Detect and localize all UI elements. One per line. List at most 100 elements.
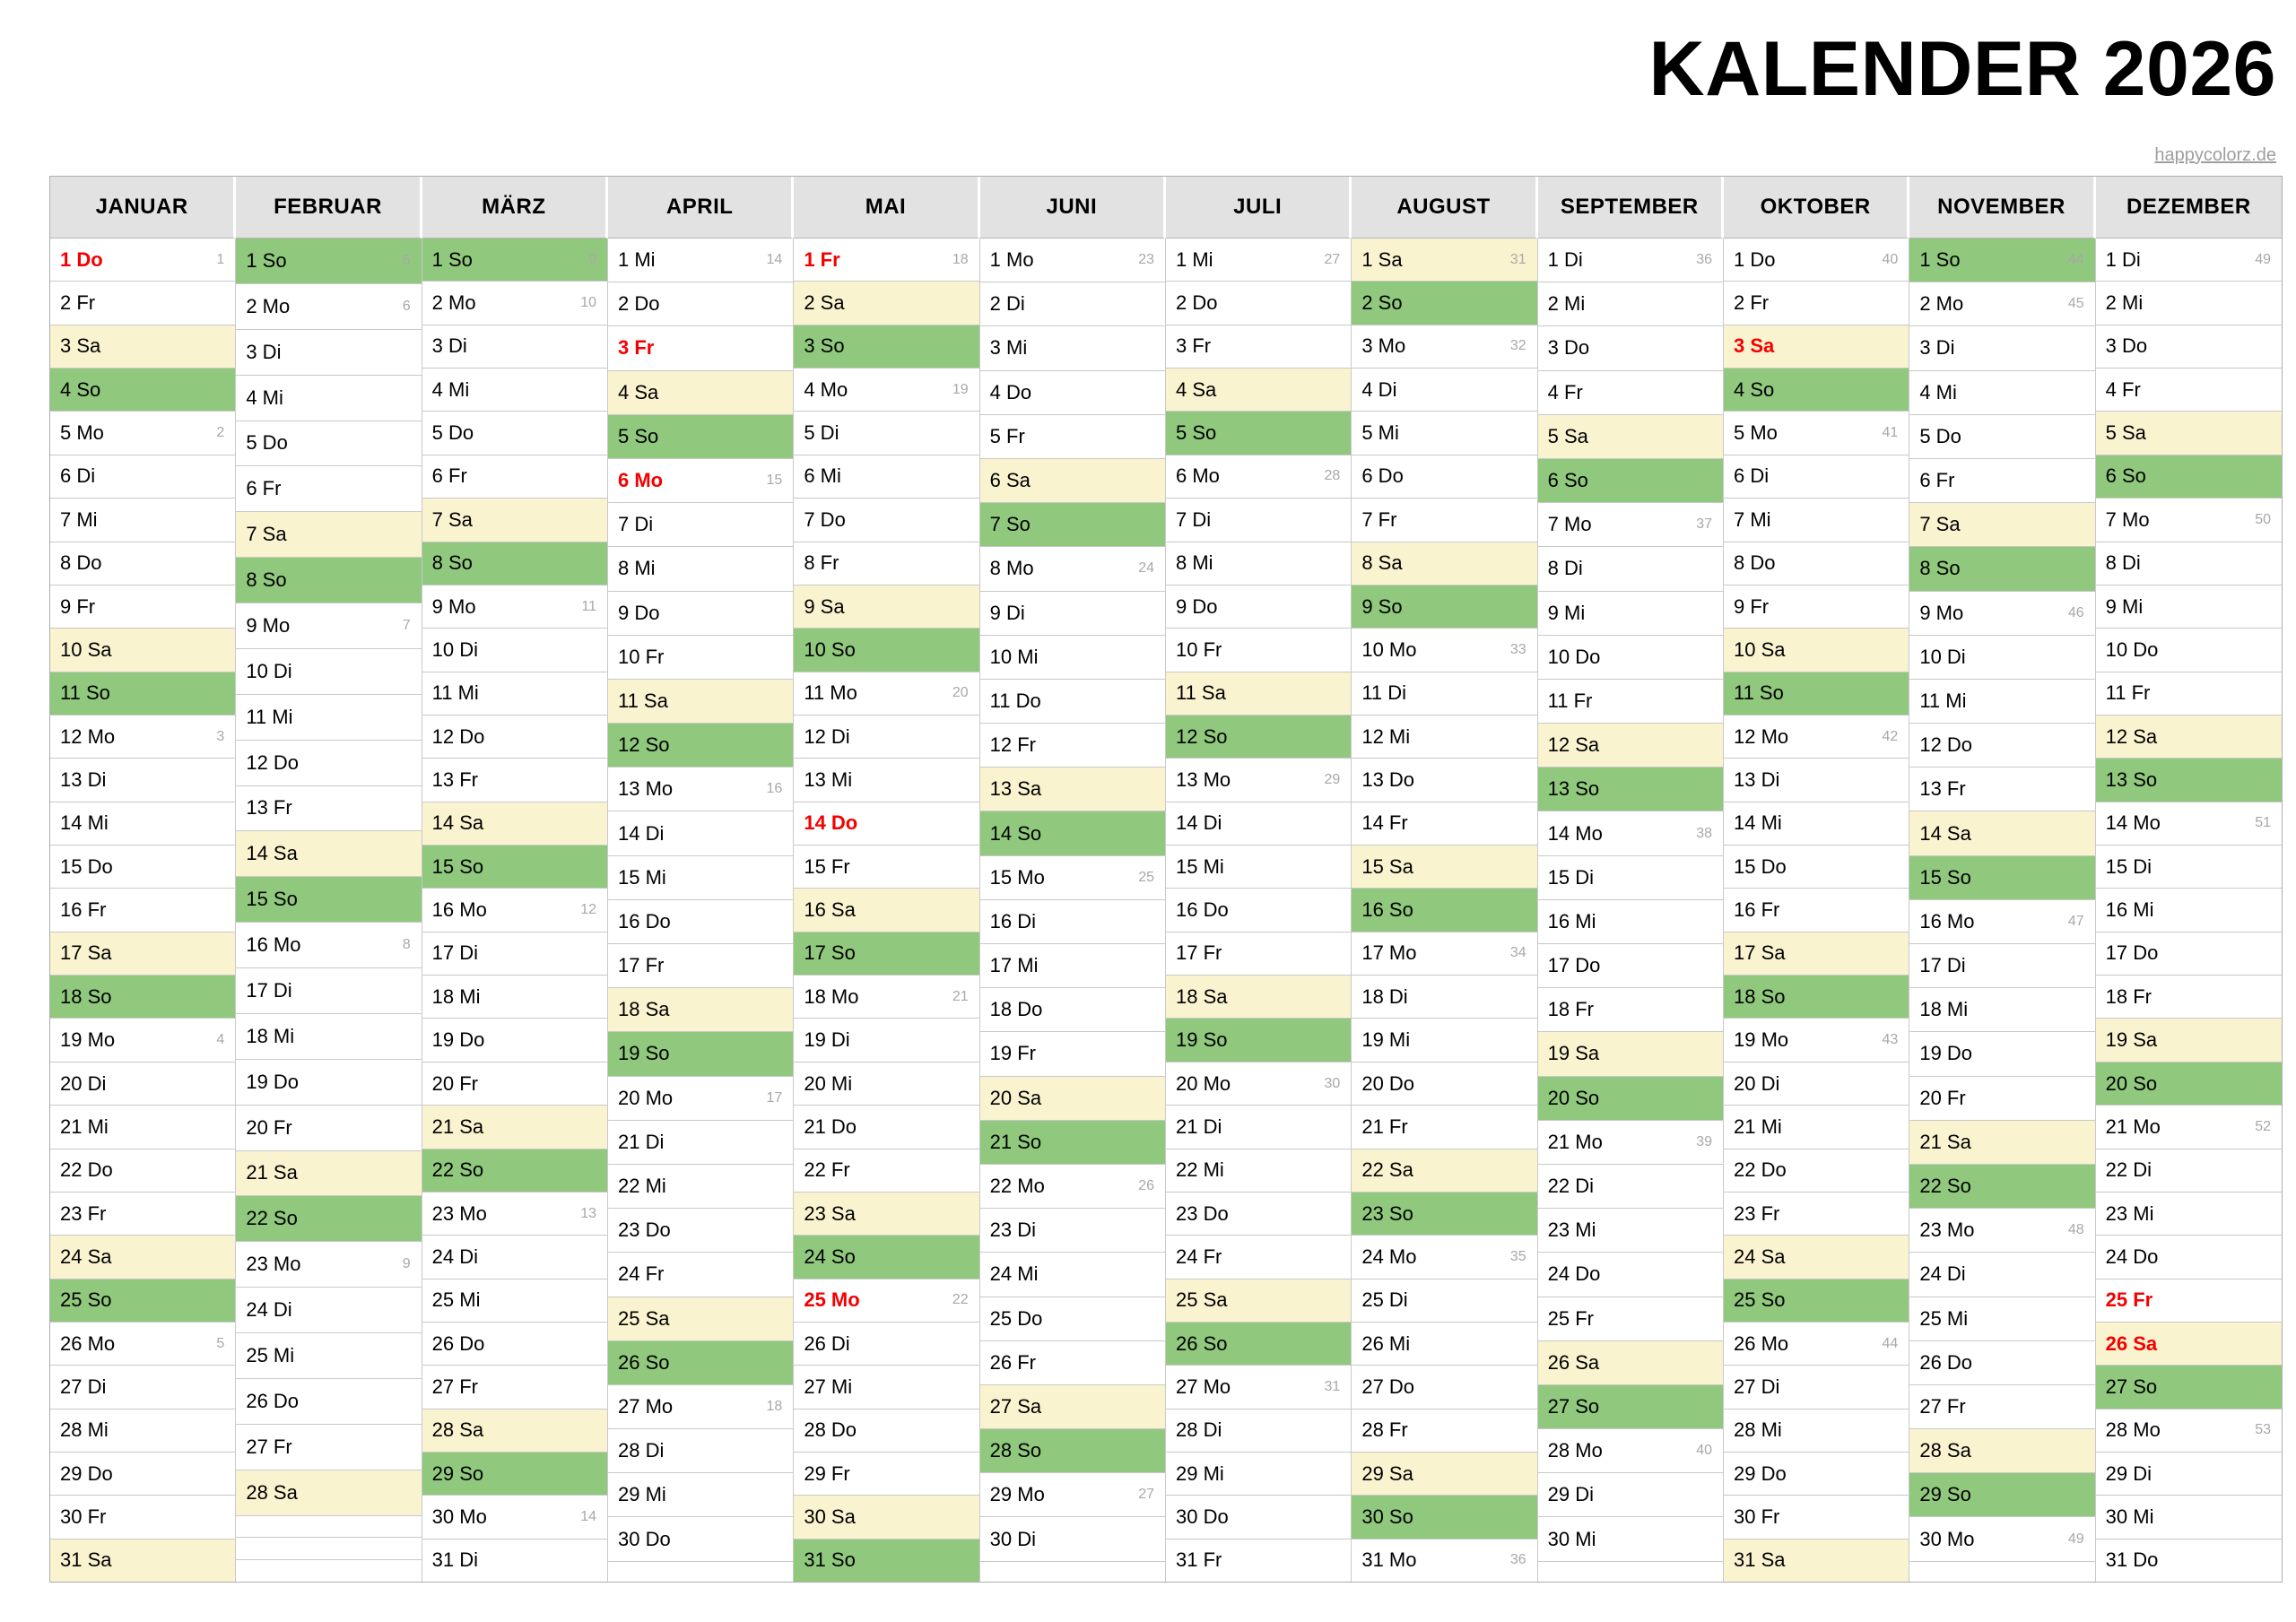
day-cell: 7 Mo 37 [1537, 503, 1724, 548]
day-cell: 1 Do 1 [50, 239, 237, 282]
day-cell: 30 Do [607, 1517, 795, 1562]
day-cell: 8 So [1909, 547, 2096, 592]
day-label: 24 Di [246, 1298, 292, 1322]
week-number: 11 [581, 598, 596, 614]
week-number: 43 [1882, 1032, 1899, 1048]
day-cell: 17 Do [1537, 944, 1724, 989]
day-label: 21 So [989, 1130, 1042, 1153]
day-cell: 29 So [422, 1453, 608, 1496]
day-label: 26 So [617, 1350, 670, 1374]
watermark-link[interactable]: happycolorz.de [2154, 145, 2276, 165]
day-cell: 11 Mi [1909, 679, 2096, 724]
day-cell: 1 So 44 [1909, 239, 2096, 283]
day-label: 7 Mo [1547, 513, 1592, 536]
day-cell: 18 Sa [1165, 976, 1352, 1019]
day-label: 11 Mi [1919, 689, 1967, 712]
day-label: 22 So [1919, 1175, 1971, 1198]
day-label: 5 Sa [2105, 421, 2146, 445]
month-column-februar: FEBRUAR 1 So 5 2 Mo 6 3 Di 4 Mi 5 Do 6 Fr 7 Sa 8 S… [236, 177, 422, 1583]
day-cell: 26 So [607, 1340, 795, 1385]
day-label: 13 Fr [431, 768, 479, 791]
week-number: 33 [1509, 641, 1526, 657]
day-label: 6 So [1547, 469, 1588, 492]
day-cell: 10 Fr [1165, 629, 1352, 672]
day-label: 21 Di [617, 1130, 665, 1153]
day-label: 26 Sa [1547, 1350, 1600, 1374]
day-label: 7 Sa [246, 523, 287, 546]
day-cell: 1 Di 36 [1537, 239, 1724, 283]
day-label: 23 Fr [1733, 1201, 1780, 1225]
day-cell: 31 Mo 36 [1352, 1539, 1538, 1583]
day-cell: 23 Mi [2095, 1192, 2282, 1236]
day-label: 4 Mo [804, 377, 848, 401]
day-label: 19 Sa [2105, 1028, 2158, 1052]
day-label: 11 Mi [246, 705, 293, 728]
day-label: 12 Sa [2105, 724, 2158, 748]
day-label: 24 Fr [617, 1262, 665, 1286]
day-cell: 5 Di [794, 412, 980, 455]
day-cell: 7 Di [607, 503, 795, 548]
month-column-juni: JUNI 1 Mo 23 2 Di 3 Mi 4 Do 5 Fr 6 Sa 7 So 8 Mo 24… [979, 177, 1166, 1582]
day-cell: 5 Do [236, 421, 422, 467]
day-cell: 24 Fr [1165, 1236, 1352, 1279]
day-label: 30 Fr [1733, 1505, 1780, 1529]
week-number: 3 [216, 728, 225, 744]
day-cell: 27 Do [1352, 1366, 1538, 1409]
day-label: 12 So [1175, 724, 1228, 748]
day-cell: 20 Do [1352, 1062, 1538, 1106]
day-label: 25 So [1733, 1288, 1786, 1312]
empty-cell [1537, 1561, 1724, 1582]
day-cell: 23 Mi [1537, 1209, 1724, 1253]
day-cell: 5 Mo 41 [1723, 412, 1910, 455]
day-label: 28 Mi [60, 1418, 109, 1442]
week-number: 47 [2067, 913, 2084, 929]
day-cell: 26 Sa [1537, 1340, 1724, 1385]
day-cell: 8 Sa [1352, 542, 1538, 585]
day-label: 26 Mi [1361, 1331, 1411, 1355]
day-cell: 18 Fr [2095, 976, 2282, 1019]
day-label: 7 Mi [1733, 507, 1771, 531]
day-label: 3 Di [431, 334, 467, 358]
day-cell: 29 Do [50, 1453, 237, 1496]
day-label: 8 Mi [1175, 551, 1213, 575]
day-label: 1 So [431, 247, 473, 271]
day-cell: 24 Mo 35 [1352, 1236, 1538, 1279]
day-cell: 3 Fr [607, 326, 795, 371]
day-label: 10 Mi [989, 645, 1039, 668]
day-label: 14 Mi [1733, 811, 1782, 835]
day-label: 19 Sa [1547, 1042, 1600, 1065]
day-label: 27 So [1547, 1394, 1600, 1418]
day-cell: 14 So [979, 811, 1166, 856]
day-cell: 17 Sa [50, 932, 237, 976]
day-label: 21 Mo [1547, 1130, 1603, 1153]
day-label: 29 Di [1547, 1483, 1595, 1506]
day-cell: 21 Do [794, 1106, 980, 1149]
day-label: 2 Mo [431, 291, 476, 315]
day-label: 6 Do [1361, 464, 1404, 488]
day-cell: 25 Sa [1165, 1279, 1352, 1323]
day-cell: 18 So [50, 976, 237, 1019]
day-label: 29 Do [1733, 1462, 1787, 1485]
day-cell: 14 Mi [50, 802, 237, 846]
day-label: 25 So [60, 1288, 112, 1312]
day-label: 9 Mo [1919, 601, 1964, 624]
day-cell: 26 Mi [1352, 1322, 1538, 1366]
day-cell: 25 Mi [422, 1279, 608, 1323]
day-label: 16 Di [989, 909, 1037, 932]
day-cell: 12 So [1165, 715, 1352, 759]
day-label: 12 Sa [1547, 733, 1600, 757]
day-cell: 29 Mi [607, 1473, 795, 1518]
day-label: 21 Di [1175, 1115, 1222, 1138]
day-cell: 13 Do [1352, 759, 1538, 802]
day-label: 23 Di [989, 1219, 1037, 1242]
day-cell: 15 Fr [794, 846, 980, 889]
day-label: 15 Di [2105, 854, 2152, 878]
day-label: 1 Do [1733, 247, 1776, 271]
day-label: 29 Mi [1175, 1462, 1224, 1485]
week-number: 51 [2255, 815, 2271, 831]
day-label: 4 Do [989, 380, 1032, 403]
week-number: 6 [402, 298, 411, 314]
day-cell: 4 So [50, 369, 237, 412]
day-cell: 27 Sa [979, 1384, 1166, 1430]
month-column-oktober: OKTOBER 1 Do 40 2 Fr 3 Sa 4 So 5 Mo 41 6 Di 7 Mi 8… [1723, 177, 1910, 1583]
